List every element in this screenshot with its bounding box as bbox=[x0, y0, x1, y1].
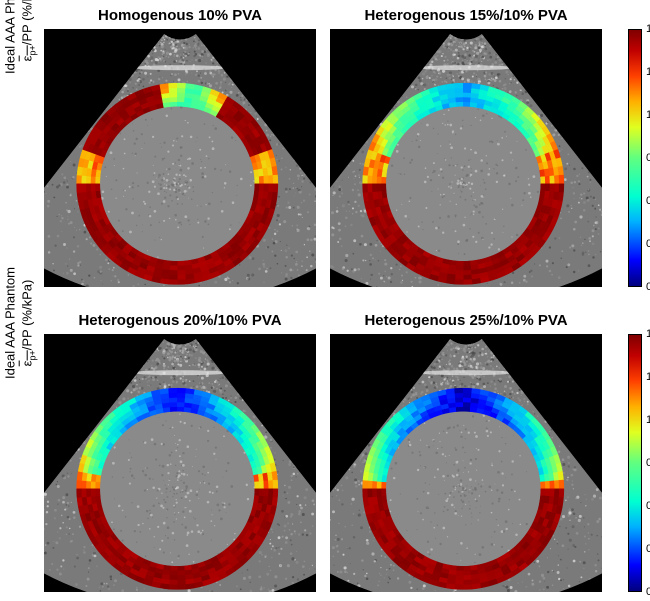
y-axis-label-top: Ideal AAA Phantom εp+/PP (%/kPa) bbox=[3, 0, 38, 148]
colorbar-tick: 0.75 bbox=[646, 457, 650, 469]
colorbar-tick: 1.5 bbox=[646, 23, 650, 35]
colorbar-tick: 0.25 bbox=[646, 238, 650, 250]
colorbar-tick: 0.25 bbox=[646, 543, 650, 555]
colorbar-tick: 0.75 bbox=[646, 152, 650, 164]
ultrasound-svg bbox=[330, 334, 602, 592]
ylabel-line2: εp+/PP (%/kPa) bbox=[20, 193, 38, 453]
colorbar-tick: 0 bbox=[646, 586, 650, 598]
panel-title: Homogenous 10% PVA bbox=[44, 7, 316, 24]
figure: Ideal AAA Phantom εp+/PP (%/kPa) Homogen… bbox=[0, 0, 650, 601]
colorbar-tick: 0.5 bbox=[646, 195, 650, 207]
colorbar-gradient bbox=[628, 334, 642, 592]
ylabel-line1: Ideal AAA Phantom bbox=[3, 193, 18, 453]
colorbar-tick: 1.25 bbox=[646, 66, 650, 78]
panel-title: Heterogenous 15%/10% PVA bbox=[330, 7, 602, 24]
row-bottom: Ideal AAA Phantom εp+/PP (%/kPa) Heterog… bbox=[0, 310, 650, 595]
panel-title: Heterogenous 25%/10% PVA bbox=[330, 312, 602, 329]
ultrasound-svg bbox=[44, 29, 316, 287]
colorbar-tick: 0 bbox=[646, 281, 650, 293]
colorbar-tick: 1.25 bbox=[646, 371, 650, 383]
panel-title: Heterogenous 20%/10% PVA bbox=[44, 312, 316, 329]
panel-heterogenous-15-10: Heterogenous 15%/10% PVA bbox=[330, 29, 602, 287]
colorbar-gradient bbox=[628, 29, 642, 287]
panel-heterogenous-20-10: Heterogenous 20%/10% PVA bbox=[44, 334, 316, 592]
row-top: Ideal AAA Phantom εp+/PP (%/kPa) Homogen… bbox=[0, 5, 650, 290]
y-axis-label-bottom: Ideal AAA Phantom εp+/PP (%/kPa) bbox=[3, 193, 38, 453]
panel-homogenous-10: Homogenous 10% PVA bbox=[44, 29, 316, 287]
ylabel-line2: εp+/PP (%/kPa) bbox=[20, 0, 38, 148]
colorbar-bottom: 1.51.2510.750.50.250 bbox=[628, 334, 642, 592]
ultrasound-svg bbox=[330, 29, 602, 287]
ultrasound-svg bbox=[44, 334, 316, 592]
colorbar-top: 1.51.2510.750.50.250 bbox=[628, 29, 642, 287]
panel-heterogenous-25-10: Heterogenous 25%/10% PVA bbox=[330, 334, 602, 592]
colorbar-tick: 0.5 bbox=[646, 500, 650, 512]
colorbar-tick: 1 bbox=[646, 414, 650, 426]
colorbar-tick: 1 bbox=[646, 109, 650, 121]
ylabel-line1: Ideal AAA Phantom bbox=[3, 0, 18, 148]
colorbar-tick: 1.5 bbox=[646, 328, 650, 340]
